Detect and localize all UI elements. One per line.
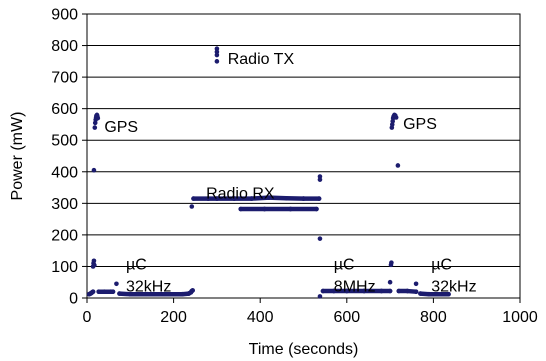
data-points — [86, 46, 451, 299]
data-point — [214, 46, 220, 52]
annotation-label: 8MHz — [334, 278, 376, 295]
y-tick-label: 700 — [51, 70, 78, 87]
data-point — [317, 177, 323, 182]
data-point — [317, 174, 323, 179]
data-point — [317, 236, 323, 241]
annotation-label: Radio TX — [228, 51, 295, 68]
y-tick-label: 400 — [51, 164, 78, 181]
data-point — [92, 262, 97, 268]
data-point — [214, 59, 220, 64]
plot-area — [86, 13, 521, 299]
data-point — [91, 258, 97, 264]
annotation-label: GPS — [403, 116, 437, 133]
x-tick-label: 400 — [247, 309, 274, 326]
annotation-label: 32kHz — [431, 278, 476, 295]
annotation-label: µC — [431, 256, 452, 273]
data-band — [392, 112, 398, 118]
x-axis-label: Time (seconds) — [249, 341, 359, 358]
y-tick-label: 500 — [51, 133, 78, 150]
data-point — [389, 260, 394, 265]
x-tick-label: 1000 — [502, 309, 538, 326]
data-point — [214, 52, 220, 58]
y-tick-label: 0 — [69, 291, 78, 308]
x-tick-label: 0 — [83, 309, 92, 326]
x-tick-label: 600 — [333, 309, 360, 326]
data-point — [214, 49, 220, 55]
data-point — [189, 204, 195, 209]
data-point — [395, 163, 401, 168]
data-band — [189, 288, 195, 294]
annotation-label: Radio RX — [206, 185, 275, 202]
data-point — [114, 281, 119, 287]
y-tick-label: 200 — [51, 227, 78, 244]
y-axis-ticks: 0 100 200 300 400 500 600 700 800 900 — [51, 7, 87, 308]
data-band — [405, 288, 419, 294]
y-tick-label: 300 — [51, 196, 78, 213]
y-axis-label: Power (mW) — [9, 112, 26, 201]
data-band — [266, 195, 289, 201]
annotation-label: µC — [334, 256, 355, 273]
annotation-label: GPS — [104, 119, 138, 136]
data-band — [249, 195, 272, 201]
x-axis-ticks: 0 200 400 600 800 1000 — [83, 298, 538, 326]
annotations: Radio TX GPS GPS Radio RX µC 32kHz µC 8MHz µC 32k… — [104, 51, 476, 295]
data-point — [91, 167, 97, 173]
data-band — [89, 289, 96, 295]
y-tick-label: 900 — [51, 7, 78, 24]
y-tick-label: 600 — [51, 101, 78, 118]
data-point — [92, 125, 98, 130]
annotation-label: µC — [126, 256, 147, 273]
data-point — [413, 281, 419, 287]
x-tick-label: 800 — [420, 309, 447, 326]
y-tick-label: 800 — [51, 38, 78, 55]
data-point — [317, 294, 323, 299]
gridlines — [87, 45, 520, 267]
data-point — [387, 279, 393, 285]
y-tick-label: 100 — [51, 259, 78, 276]
x-tick-label: 200 — [160, 309, 187, 326]
annotation-label: 32kHz — [126, 278, 171, 295]
